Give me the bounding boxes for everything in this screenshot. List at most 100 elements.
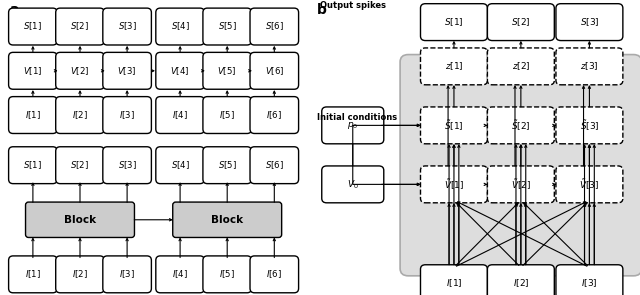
Text: $I$[2]: $I$[2]	[513, 277, 529, 289]
FancyBboxPatch shape	[420, 107, 488, 144]
FancyBboxPatch shape	[556, 107, 623, 144]
Text: $S$[6]: $S$[6]	[265, 21, 284, 32]
FancyBboxPatch shape	[173, 202, 282, 237]
FancyBboxPatch shape	[103, 256, 152, 293]
FancyBboxPatch shape	[250, 97, 299, 133]
Text: $I$[4]: $I$[4]	[172, 109, 188, 121]
FancyBboxPatch shape	[203, 97, 252, 133]
FancyBboxPatch shape	[103, 147, 152, 183]
Text: $\tilde{S}$[1]: $\tilde{S}$[1]	[444, 118, 464, 133]
Text: $I$[3]: $I$[3]	[581, 277, 598, 289]
Text: $V$[6]: $V$[6]	[264, 65, 284, 77]
FancyBboxPatch shape	[8, 8, 57, 45]
Text: $z$[1]: $z$[1]	[445, 60, 463, 72]
Text: $I$[3]: $I$[3]	[119, 109, 135, 121]
Text: $S$[2]: $S$[2]	[511, 16, 531, 28]
FancyBboxPatch shape	[56, 8, 104, 45]
Text: $\tilde{S}$[3]: $\tilde{S}$[3]	[580, 118, 599, 133]
Text: $S$[4]: $S$[4]	[171, 21, 189, 32]
Text: b: b	[317, 3, 327, 17]
Text: $V$[1]: $V$[1]	[23, 65, 43, 77]
FancyBboxPatch shape	[156, 97, 204, 133]
FancyBboxPatch shape	[420, 4, 488, 41]
Text: $S$[1]: $S$[1]	[24, 159, 42, 171]
Text: Block: Block	[64, 215, 96, 225]
Text: a: a	[10, 3, 19, 17]
FancyBboxPatch shape	[156, 53, 204, 89]
FancyBboxPatch shape	[556, 48, 623, 85]
Text: $I$[1]: $I$[1]	[25, 268, 41, 280]
FancyBboxPatch shape	[156, 147, 204, 183]
FancyBboxPatch shape	[556, 166, 623, 203]
Text: $I$[1]: $I$[1]	[445, 277, 462, 289]
Text: Output spikes: Output spikes	[320, 1, 386, 10]
Text: $S$[2]: $S$[2]	[70, 159, 90, 171]
FancyBboxPatch shape	[56, 53, 104, 89]
FancyBboxPatch shape	[56, 256, 104, 293]
FancyBboxPatch shape	[203, 147, 252, 183]
FancyBboxPatch shape	[488, 265, 554, 295]
Text: $I$[6]: $I$[6]	[266, 109, 282, 121]
Text: $S$[3]: $S$[3]	[118, 159, 136, 171]
FancyBboxPatch shape	[556, 265, 623, 295]
Text: Initial conditions: Initial conditions	[317, 114, 397, 122]
Text: $S$[5]: $S$[5]	[218, 159, 237, 171]
FancyBboxPatch shape	[203, 8, 252, 45]
FancyBboxPatch shape	[56, 97, 104, 133]
Text: $z$[2]: $z$[2]	[511, 60, 530, 72]
Text: $I$[3]: $I$[3]	[119, 268, 135, 280]
Text: $I$[2]: $I$[2]	[72, 109, 88, 121]
Text: $V_0$: $V_0$	[347, 178, 358, 191]
FancyBboxPatch shape	[103, 53, 152, 89]
Text: $p_0$: $p_0$	[347, 120, 358, 131]
FancyBboxPatch shape	[420, 166, 488, 203]
Text: $V$[5]: $V$[5]	[218, 65, 237, 77]
Text: $S$[3]: $S$[3]	[580, 16, 599, 28]
FancyBboxPatch shape	[488, 48, 554, 85]
Text: $S$[1]: $S$[1]	[24, 21, 42, 32]
FancyBboxPatch shape	[488, 107, 554, 144]
Text: $I$[2]: $I$[2]	[72, 268, 88, 280]
Text: $\tilde{V}$[2]: $\tilde{V}$[2]	[511, 177, 531, 192]
FancyBboxPatch shape	[8, 97, 57, 133]
FancyBboxPatch shape	[488, 4, 554, 41]
FancyBboxPatch shape	[8, 256, 57, 293]
FancyBboxPatch shape	[8, 53, 57, 89]
FancyBboxPatch shape	[103, 8, 152, 45]
Text: $S$[2]: $S$[2]	[70, 21, 90, 32]
Text: $S$[1]: $S$[1]	[444, 16, 464, 28]
Text: $I$[5]: $I$[5]	[219, 268, 236, 280]
FancyBboxPatch shape	[156, 8, 204, 45]
FancyBboxPatch shape	[322, 107, 384, 144]
FancyBboxPatch shape	[103, 97, 152, 133]
Text: $\tilde{S}$[2]: $\tilde{S}$[2]	[511, 118, 531, 133]
FancyBboxPatch shape	[203, 256, 252, 293]
FancyBboxPatch shape	[156, 256, 204, 293]
Text: $z$[3]: $z$[3]	[580, 60, 599, 72]
Text: $I$[4]: $I$[4]	[172, 268, 188, 280]
FancyBboxPatch shape	[250, 256, 299, 293]
FancyBboxPatch shape	[322, 166, 384, 203]
Text: $I$[5]: $I$[5]	[219, 109, 236, 121]
Text: $\tilde{V}$[3]: $\tilde{V}$[3]	[579, 177, 600, 192]
Text: $I$[1]: $I$[1]	[25, 109, 41, 121]
Text: $S$[6]: $S$[6]	[265, 159, 284, 171]
Text: $S$[3]: $S$[3]	[118, 21, 136, 32]
FancyBboxPatch shape	[556, 4, 623, 41]
FancyBboxPatch shape	[250, 147, 299, 183]
Text: $\tilde{V}$[1]: $\tilde{V}$[1]	[444, 177, 464, 192]
Text: $V$[2]: $V$[2]	[70, 65, 90, 77]
FancyBboxPatch shape	[420, 48, 488, 85]
FancyBboxPatch shape	[203, 53, 252, 89]
FancyBboxPatch shape	[488, 166, 554, 203]
Text: $V$[3]: $V$[3]	[117, 65, 137, 77]
Text: $S$[5]: $S$[5]	[218, 21, 237, 32]
FancyBboxPatch shape	[8, 147, 57, 183]
FancyBboxPatch shape	[250, 8, 299, 45]
FancyBboxPatch shape	[56, 147, 104, 183]
FancyBboxPatch shape	[250, 53, 299, 89]
FancyBboxPatch shape	[420, 265, 488, 295]
FancyBboxPatch shape	[26, 202, 134, 237]
Text: Block: Block	[211, 215, 243, 225]
Text: $V$[4]: $V$[4]	[170, 65, 190, 77]
